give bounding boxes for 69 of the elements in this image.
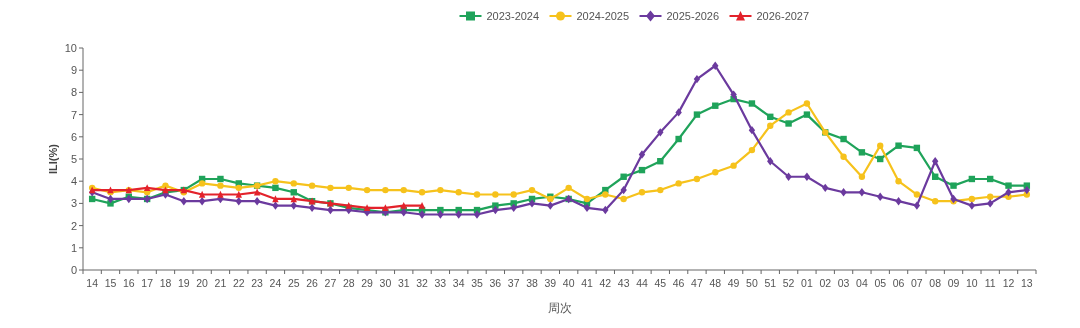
- x-tick-label: 22: [232, 277, 245, 289]
- x-tick-label: 31: [397, 277, 410, 289]
- x-tick-label: 26: [306, 277, 319, 289]
- x-tick-label: 36: [489, 277, 502, 289]
- x-tick-label: 49: [727, 277, 740, 289]
- x-tick-label: 11: [984, 277, 996, 289]
- x-tick-label: 34: [452, 277, 465, 289]
- x-tick-label: 21: [214, 277, 227, 289]
- x-tick-label: 19: [177, 277, 190, 289]
- y-tick-label: 2: [70, 219, 77, 232]
- y-tick-label: 8: [70, 86, 77, 99]
- x-tick-label: 18: [159, 277, 172, 289]
- x-tick-label: 45: [654, 277, 667, 289]
- legend-label: 2025-2026: [666, 10, 720, 22]
- legend-label: 2023-2024: [486, 10, 540, 22]
- x-tick-label: 46: [672, 277, 685, 289]
- x-tick-label: 33: [434, 277, 447, 289]
- x-tick-label: 16: [122, 277, 135, 289]
- x-tick-label: 32: [416, 277, 429, 289]
- x-tick-label: 30: [379, 277, 392, 289]
- x-tick-label: 08: [929, 277, 942, 289]
- x-tick-label: 02: [819, 277, 832, 289]
- x-tick-label: 25: [287, 277, 300, 289]
- y-axis-title: ILI(%): [47, 143, 59, 174]
- x-tick-label: 23: [251, 277, 264, 289]
- x-axis-title: 周次: [547, 301, 572, 315]
- x-tick-label: 38: [526, 277, 539, 289]
- y-tick-label: 10: [64, 42, 77, 54]
- x-tick-label: 20: [196, 277, 209, 289]
- x-tick-label: 24: [269, 277, 282, 289]
- x-tick-label: 12: [1002, 277, 1015, 289]
- x-tick-label: 35: [471, 277, 484, 289]
- x-tick-label: 04: [856, 277, 868, 289]
- x-tick-label: 28: [342, 277, 355, 289]
- x-tick-label: 10: [966, 277, 978, 289]
- x-tick-label: 51: [764, 277, 777, 289]
- y-tick-label: 7: [70, 108, 77, 121]
- x-tick-label: 01: [801, 277, 813, 289]
- x-tick-label: 40: [562, 277, 575, 289]
- x-tick-label: 15: [104, 277, 117, 289]
- y-tick-label: 3: [70, 197, 77, 210]
- x-tick-label: 43: [617, 277, 630, 289]
- x-tick-label: 29: [361, 277, 374, 289]
- x-tick-label: 42: [599, 277, 612, 289]
- x-tick-label: 17: [141, 277, 154, 289]
- x-tick-label: 14: [86, 277, 99, 289]
- x-tick-label: 07: [911, 277, 923, 289]
- x-tick-label: 41: [581, 277, 593, 289]
- y-tick-label: 0: [70, 264, 77, 276]
- x-tick-label: 05: [874, 277, 887, 289]
- x-tick-label: 37: [507, 277, 520, 289]
- legend-label: 2026-2027: [756, 10, 810, 22]
- x-tick-label: 52: [782, 277, 795, 289]
- x-tick-label: 50: [746, 277, 758, 289]
- x-tick-label: 47: [691, 277, 703, 289]
- x-tick-label: 13: [1020, 277, 1033, 289]
- x-tick-label: 27: [324, 277, 337, 289]
- x-tick-label: 09: [947, 277, 960, 289]
- y-tick-label: 1: [70, 241, 77, 254]
- x-tick-label: 44: [636, 277, 648, 289]
- y-tick-label: 6: [70, 130, 77, 143]
- x-tick-label: 48: [709, 277, 722, 289]
- y-tick-label: 4: [70, 175, 77, 188]
- x-tick-label: 06: [892, 277, 905, 289]
- x-tick-label: 03: [837, 277, 850, 289]
- x-tick-label: 39: [544, 277, 557, 289]
- y-tick-label: 5: [70, 153, 77, 165]
- legend-label: 2024-2025: [576, 10, 630, 22]
- y-tick-label: 9: [70, 64, 77, 77]
